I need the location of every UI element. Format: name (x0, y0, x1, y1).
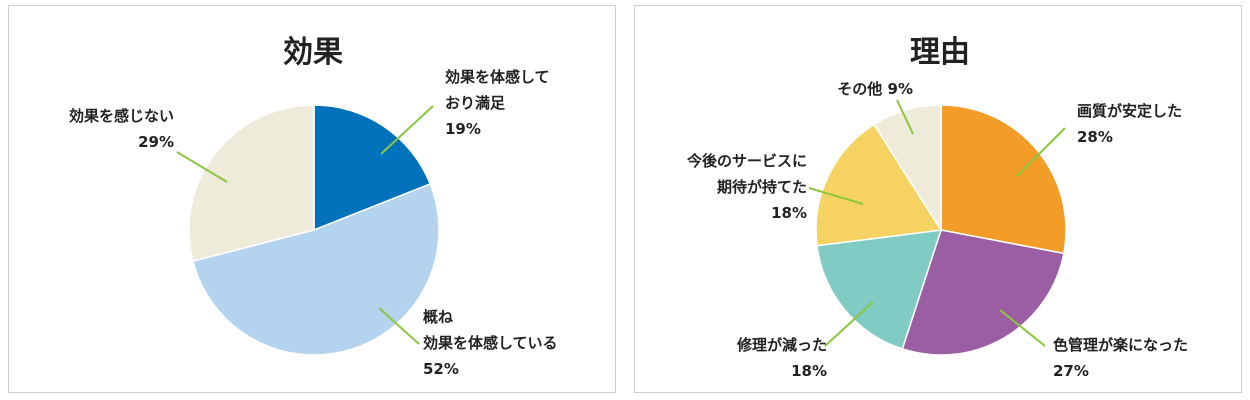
pie-chart-effect: 効果効果を体感しており満足 19% 概ね効果を体感している 52% 効果を感じない 29% (8, 5, 616, 393)
chart-title: 効果 (283, 35, 343, 70)
slice-label: 効果を感じない 29% (69, 107, 174, 151)
slice-label: 色管理が楽になった 27% (1053, 336, 1188, 380)
leader-line (999, 309, 1046, 347)
chart-title: 理由 (910, 35, 970, 70)
pie-slice (313, 104, 432, 232)
slice-label: 効果を体感しており満足 19% (445, 68, 550, 138)
slice-value: 18% (791, 362, 827, 380)
pie-slice (872, 104, 942, 233)
leader-line (1016, 127, 1066, 177)
slice-value: 52% (423, 360, 459, 378)
pie-slice (192, 183, 440, 356)
pie-slice (816, 229, 943, 350)
pie-slice (901, 229, 1065, 356)
leader-line (824, 301, 874, 347)
slice-value: 27% (1053, 362, 1089, 380)
pie-slice (188, 104, 315, 263)
slice-label: 今後のサービスに期待が持てた 18% (686, 152, 807, 222)
slice-value: 19% (445, 120, 481, 138)
leader-line (896, 99, 914, 135)
leader-line (378, 307, 420, 345)
pie-slice (815, 123, 943, 247)
slice-label: 修理が減った 18% (736, 336, 827, 380)
slice-value: 18% (771, 204, 807, 222)
leader-line (380, 105, 434, 155)
slice-label: 概ね効果を体感している 52% (423, 308, 558, 378)
pie-slice (940, 104, 1067, 255)
slice-label: その他 9% (837, 80, 913, 98)
slice-value: 29% (138, 133, 174, 151)
slice-value: 28% (1077, 128, 1113, 146)
leader-line (176, 151, 228, 183)
leader-line (808, 187, 864, 205)
slice-label: 画質が安定した 28% (1077, 102, 1182, 146)
pie-chart-reason: 理由画質が安定した 28% 色管理が楽になった 27% 修理が減った 18% 今後のサービス… (634, 5, 1242, 393)
